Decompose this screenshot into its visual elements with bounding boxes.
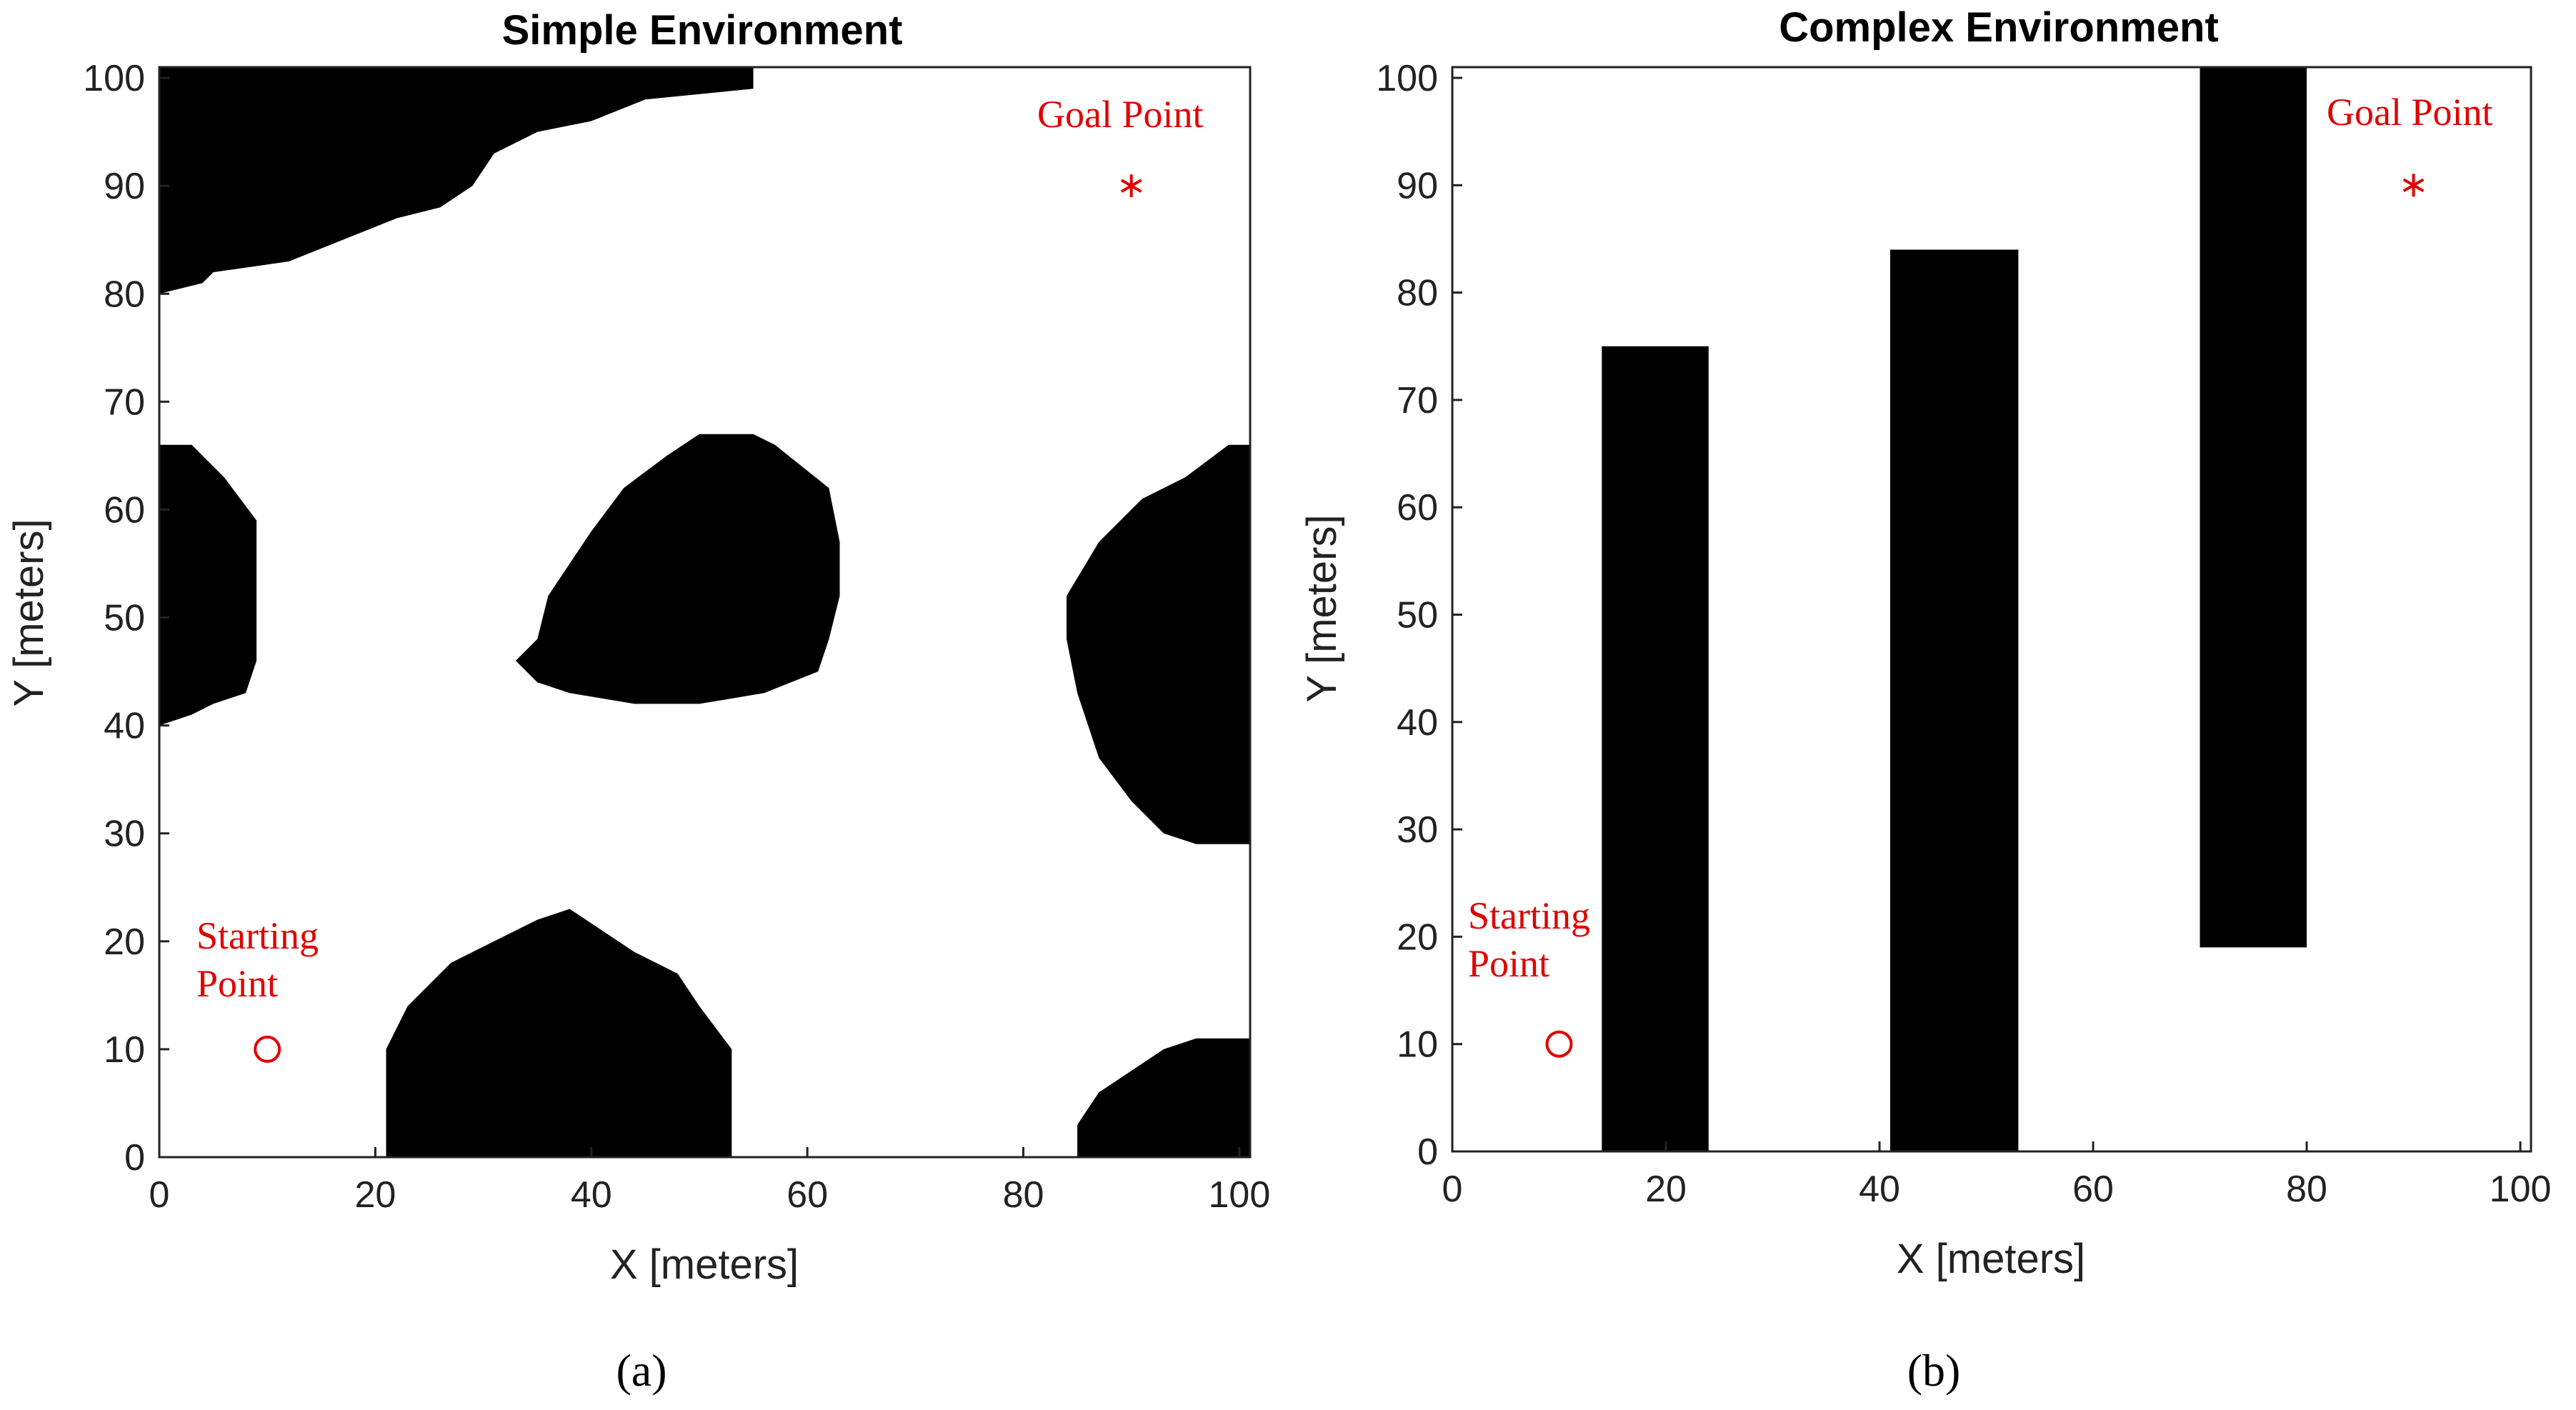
chart-title: Simple Environment (502, 7, 903, 54)
x-axis-ticks: 0 20 40 60 80 100 (1442, 1141, 2552, 1210)
start-label-line2: Point (1468, 942, 1549, 985)
obstacle-1 (1602, 346, 1709, 1151)
goal-point-marker (1120, 174, 1142, 198)
goal-point-marker (2402, 174, 2425, 197)
obstacle-3 (515, 434, 840, 704)
y-tick-label: 70 (1397, 380, 1438, 421)
obstacle-2 (159, 444, 257, 726)
x-tick-label: 0 (149, 1174, 170, 1216)
panel-complex-environment: Complex Environment 0 20 40 60 80 100 0 10 20 30… (1299, 4, 2551, 1396)
panel-caption: (a) (616, 1345, 667, 1396)
x-tick-label: 100 (1208, 1174, 1270, 1216)
x-tick-label: 80 (2286, 1169, 2327, 1210)
y-axis-ticks: 0 10 20 30 40 50 60 70 80 90 100 (83, 58, 169, 1179)
x-tick-label: 40 (571, 1174, 612, 1216)
start-label-line2: Point (196, 962, 278, 1005)
x-axis-ticks: 0 20 40 60 80 100 (149, 1147, 1270, 1216)
panel-simple-environment: Simple Environment 0 20 40 60 80 100 0 10 20 30 4… (6, 7, 1270, 1396)
y-tick-label: 60 (1397, 487, 1438, 529)
obstacle-layer (159, 67, 1250, 1157)
y-tick-label: 20 (1397, 916, 1438, 958)
x-tick-label: 0 (1442, 1169, 1463, 1210)
y-tick-label: 80 (1397, 273, 1438, 314)
y-tick-label: 90 (104, 166, 145, 207)
y-tick-label: 10 (1397, 1024, 1438, 1066)
y-tick-label: 50 (104, 598, 145, 639)
y-tick-label: 80 (104, 274, 145, 315)
obstacle-layer (1602, 67, 2307, 1151)
x-tick-label: 60 (2072, 1169, 2114, 1210)
y-axis-label: Y [meters] (1299, 514, 1345, 702)
panel-caption: (b) (1907, 1345, 1961, 1396)
obstacle-5 (386, 909, 732, 1157)
y-tick-label: 40 (1397, 702, 1438, 744)
y-tick-label: 100 (83, 58, 145, 99)
y-tick-label: 0 (1417, 1131, 1438, 1173)
start-point-marker (254, 1035, 281, 1063)
y-tick-label: 30 (104, 814, 145, 855)
y-tick-label: 10 (104, 1029, 145, 1071)
obstacle-4 (1067, 444, 1250, 844)
start-label-line1: Starting (196, 914, 319, 957)
y-axis-label: Y [meters] (6, 519, 52, 706)
start-point-marker (1545, 1030, 1573, 1058)
y-tick-label: 90 (1397, 165, 1438, 206)
plot-frame (1451, 66, 2532, 1153)
goal-label: Goal Point (2327, 91, 2493, 134)
x-tick-label: 40 (1859, 1169, 1900, 1210)
y-tick-label: 50 (1397, 595, 1438, 636)
y-tick-label: 30 (1397, 809, 1438, 851)
obstacle-2 (1890, 249, 2019, 1151)
goal-asterisk-stroke (1120, 179, 1142, 193)
y-tick-label: 60 (104, 489, 145, 531)
goal-asterisk-stroke (2402, 178, 2425, 193)
y-tick-label: 70 (104, 381, 145, 423)
obstacle-3 (2200, 67, 2307, 948)
obstacle-6 (1077, 1038, 1250, 1157)
goal-label: Goal Point (1037, 93, 1204, 136)
y-tick-label: 100 (1376, 58, 1438, 99)
obstacle-1 (159, 67, 754, 294)
x-axis-label: X [meters] (610, 1241, 799, 1288)
y-axis-ticks: 0 10 20 30 40 50 60 70 80 90 100 (1376, 58, 1462, 1173)
x-axis-label: X [meters] (1897, 1236, 2085, 1282)
x-tick-label: 80 (1003, 1174, 1044, 1216)
x-tick-label: 20 (1645, 1169, 1687, 1210)
y-tick-label: 40 (104, 706, 145, 747)
chart-title: Complex Environment (1779, 4, 2219, 51)
y-tick-label: 20 (104, 921, 145, 963)
x-tick-label: 100 (2490, 1169, 2552, 1210)
x-tick-label: 20 (354, 1174, 396, 1216)
plot-frame (158, 66, 1252, 1159)
y-tick-label: 0 (124, 1137, 145, 1179)
x-tick-label: 60 (787, 1174, 828, 1216)
start-label-line1: Starting (1468, 894, 1590, 937)
